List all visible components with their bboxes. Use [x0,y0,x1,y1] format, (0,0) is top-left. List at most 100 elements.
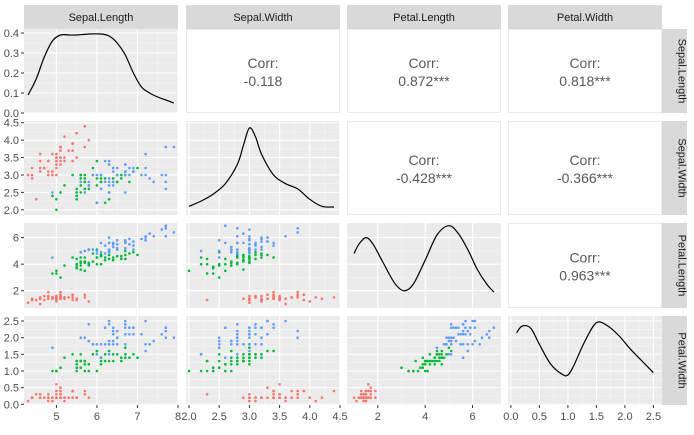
scatter-point [199,249,203,253]
scatter-point [120,254,123,258]
scatter-point [355,399,358,403]
scatter-point [364,389,368,393]
scatter-point [205,298,209,302]
scatter-point [111,184,115,187]
scatter-point [487,329,491,333]
scatter-point [332,296,336,299]
scatter-point [272,256,275,259]
scatter-point [152,180,155,184]
scatter-point [47,393,50,396]
x-tick-label: 3.5 [272,411,287,423]
scatter-point [111,326,115,330]
scatter-point [211,266,215,270]
scatter-point [438,353,441,356]
scatter-point [38,297,42,301]
scatter-point [435,346,439,350]
scatter-point [471,319,474,323]
scatter-point [478,343,482,346]
scatter-point [83,293,87,297]
scatter-point [75,366,78,370]
scatter-point [480,336,484,340]
scatter-point [124,353,127,356]
scatter-point [95,201,99,205]
scatter-point [357,396,361,400]
scatter-point [230,264,233,267]
corr-value: -0.118 [244,73,283,89]
scatter-point [485,333,489,336]
scatter-point [172,336,176,340]
column-strip [24,5,178,29]
scatter-point [260,252,263,255]
scatter-point [152,235,155,238]
scatter-point [254,257,257,261]
scatter-point [30,396,34,400]
scatter-point [421,356,425,360]
scatter-point [236,261,239,265]
scatter-point [132,326,135,330]
scatter-point [164,145,168,149]
column-strip-label: Sepal.Length [69,12,134,24]
scatter-point [242,253,245,257]
y-tick-label: 2 [13,286,19,298]
corr-value: 0.872*** [398,73,450,89]
scatter-point [59,396,62,400]
scatter-point [230,359,233,363]
scatter-point [124,343,127,346]
scatter-point [59,149,62,152]
scatter-point [374,396,377,400]
y-tick-label: 2.5 [4,316,19,328]
scatter-point [242,268,245,271]
scatter-point [242,256,245,259]
y-tick-label: 3.5 [4,153,19,165]
scatter-point [71,159,74,163]
scatter-point [224,369,227,373]
scatter-point [55,152,58,156]
scatter-point [79,250,82,254]
scatter-point [38,393,42,396]
scatter-point [302,389,306,393]
scatter-point [144,166,147,170]
scatter-point [95,249,99,253]
scatter-point [124,356,127,360]
row-strip [662,316,687,405]
scatter-point [63,184,66,187]
scatter-point [115,243,119,246]
scatter-point [79,177,82,180]
scatter-point [30,177,34,180]
scatter-point [447,336,451,340]
scatter-point [248,243,251,246]
scatter-point [248,294,251,298]
scatter-point [59,163,62,166]
scatter-point [99,262,103,266]
scatter-point [254,333,257,336]
scatter-point [272,389,275,393]
scatter-point [128,173,131,177]
scatter-point [95,262,99,266]
scatter-point [59,294,62,298]
scatter-point [107,253,111,257]
scatter-point [464,319,467,323]
scatter-point [103,256,107,259]
scatter-point [272,349,275,353]
scatter-point [95,343,99,346]
scatter-point [132,333,135,336]
scatter-point [83,177,87,180]
scatter-point [111,180,115,184]
scatter-point [71,296,74,299]
scatter-point [400,366,403,370]
scatter-point [47,290,50,294]
scatter-point [59,276,62,279]
scatter-point [43,166,46,170]
x-tick-label: 8 [175,411,181,423]
scatter-point [260,353,263,356]
scatter-point [63,356,66,360]
scatter-point [266,253,269,257]
scatter-point [369,389,373,393]
scatter-point [461,329,465,333]
scatter-point [140,237,143,241]
density-curve [516,321,654,377]
scatter-point [91,248,95,251]
scatter-point [272,396,275,400]
scatter-point [217,249,221,253]
